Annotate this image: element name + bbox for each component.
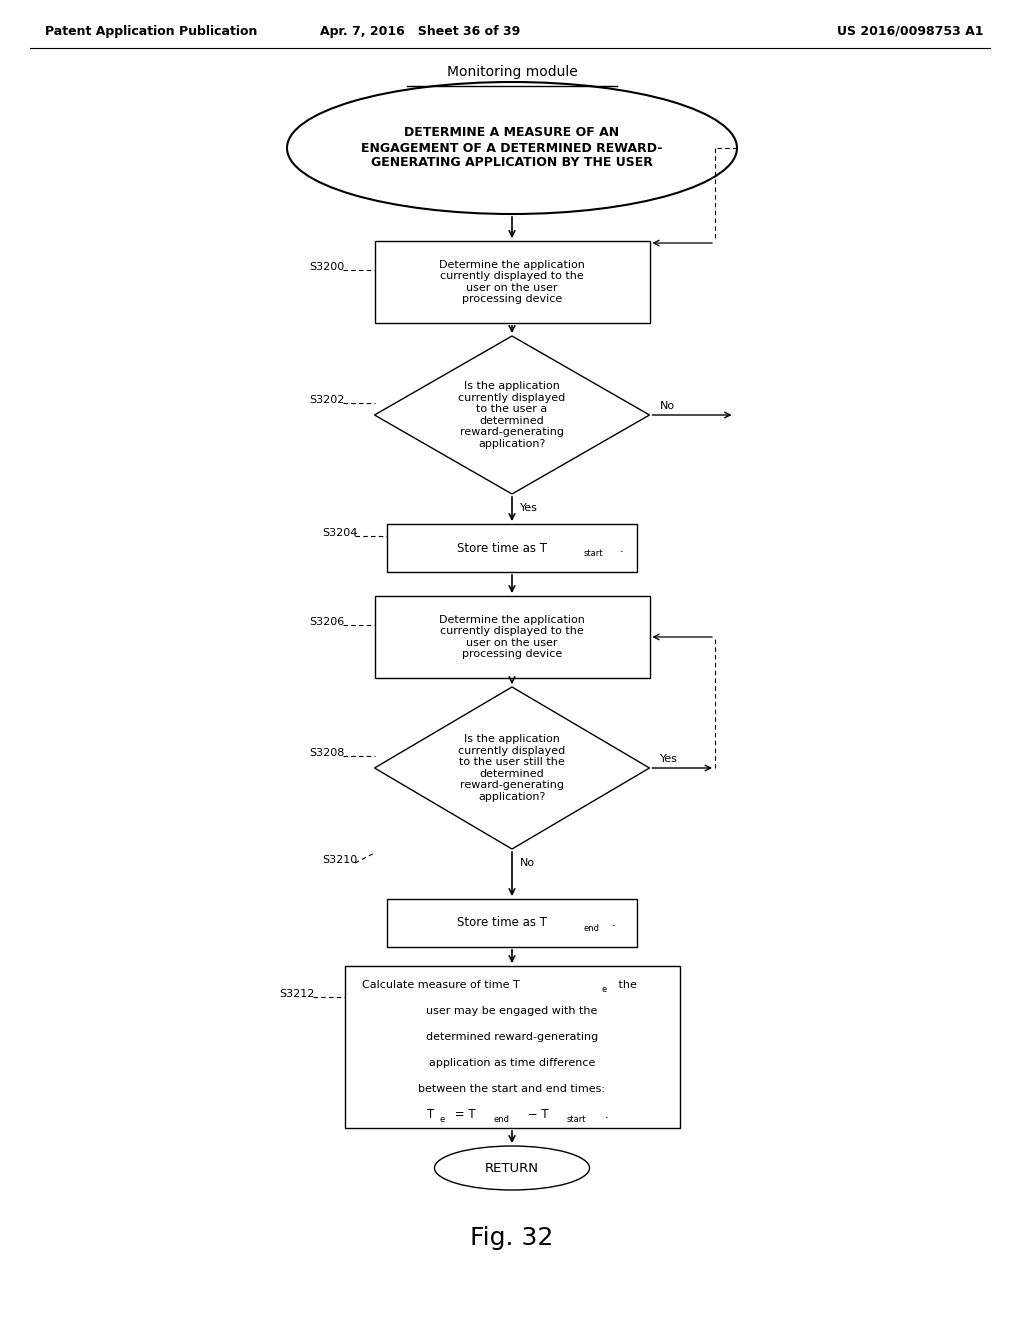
Text: Fig. 32: Fig. 32 [470, 1226, 554, 1250]
Text: S3202: S3202 [309, 395, 345, 405]
Polygon shape [375, 337, 649, 494]
Text: T: T [427, 1109, 434, 1122]
Text: Apr. 7, 2016   Sheet 36 of 39: Apr. 7, 2016 Sheet 36 of 39 [319, 25, 520, 38]
Text: RETURN: RETURN [485, 1162, 539, 1175]
Text: start: start [567, 1115, 587, 1125]
Text: No: No [520, 858, 536, 869]
Text: start: start [584, 549, 603, 558]
Text: S3200: S3200 [309, 261, 345, 272]
FancyBboxPatch shape [375, 242, 649, 323]
Text: end: end [584, 924, 600, 933]
FancyBboxPatch shape [344, 966, 680, 1129]
Text: DETERMINE A MEASURE OF AN
ENGAGEMENT OF A DETERMINED REWARD-
GENERATING APPLICAT: DETERMINE A MEASURE OF AN ENGAGEMENT OF … [361, 127, 663, 169]
Text: No: No [659, 401, 675, 411]
Text: .: . [605, 1109, 608, 1122]
Text: S3206: S3206 [309, 616, 345, 627]
FancyBboxPatch shape [387, 899, 637, 946]
Text: end: end [493, 1115, 509, 1125]
Text: S3204: S3204 [322, 528, 357, 539]
Text: e: e [439, 1115, 444, 1125]
Text: US 2016/0098753 A1: US 2016/0098753 A1 [837, 25, 983, 38]
Text: determined reward-generating: determined reward-generating [426, 1032, 598, 1041]
Text: − T: − T [524, 1109, 549, 1122]
Text: .: . [612, 916, 615, 929]
Text: e: e [601, 985, 606, 994]
FancyBboxPatch shape [375, 597, 649, 678]
Text: between the start and end times:: between the start and end times: [419, 1084, 605, 1094]
Text: Monitoring module: Monitoring module [446, 65, 578, 79]
Text: application as time difference: application as time difference [429, 1059, 595, 1068]
Text: the: the [615, 979, 637, 990]
Text: S3208: S3208 [309, 748, 345, 758]
Text: Calculate measure of time T: Calculate measure of time T [362, 979, 520, 990]
Text: Yes: Yes [659, 754, 677, 764]
FancyBboxPatch shape [387, 524, 637, 572]
Ellipse shape [287, 82, 737, 214]
Text: = T: = T [451, 1109, 475, 1122]
Text: Is the application
currently displayed
to the user still the
determined
reward-g: Is the application currently displayed t… [459, 734, 565, 803]
Text: .: . [620, 541, 624, 554]
Text: Store time as T: Store time as T [457, 916, 547, 929]
Text: S3210: S3210 [322, 855, 357, 865]
Text: Determine the application
currently displayed to the
user on the user
processing: Determine the application currently disp… [439, 260, 585, 305]
Text: S3212: S3212 [280, 989, 314, 999]
Text: Determine the application
currently displayed to the
user on the user
processing: Determine the application currently disp… [439, 615, 585, 660]
Text: user may be engaged with the: user may be engaged with the [426, 1006, 598, 1016]
Text: Store time as T: Store time as T [457, 541, 547, 554]
Text: Patent Application Publication: Patent Application Publication [45, 25, 257, 38]
Ellipse shape [434, 1146, 590, 1191]
Polygon shape [375, 686, 649, 849]
Text: Yes: Yes [520, 503, 538, 513]
Text: Is the application
currently displayed
to the user a
determined
reward-generatin: Is the application currently displayed t… [459, 381, 565, 449]
